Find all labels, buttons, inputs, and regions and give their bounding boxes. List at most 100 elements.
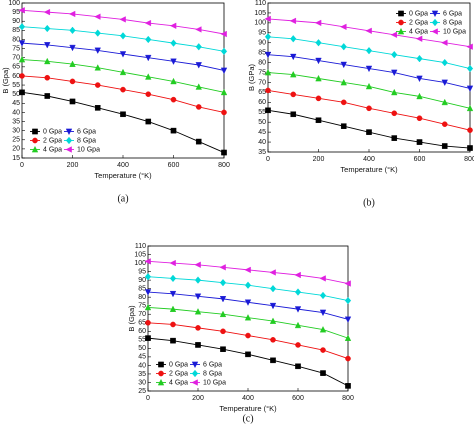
y-tick-label: 45	[258, 129, 266, 136]
y-tick-label: 45	[138, 354, 146, 361]
data-point	[315, 57, 322, 65]
data-point	[441, 121, 448, 127]
data-point	[94, 47, 101, 54]
x-tick-label: 600	[414, 156, 426, 163]
data-point	[94, 82, 101, 88]
data-point	[220, 67, 228, 75]
data-point	[219, 310, 227, 318]
legend-marker	[32, 128, 38, 135]
y-axis-title: B (GPa)	[247, 63, 256, 91]
x-tick-label: 400	[363, 156, 375, 163]
data-point	[265, 87, 271, 94]
data-point	[68, 10, 76, 18]
legend-marker	[398, 10, 404, 17]
data-point	[415, 35, 423, 42]
y-tick-label: 80	[138, 294, 146, 301]
legend-marker	[191, 379, 198, 386]
legend-marker	[397, 27, 405, 35]
legend-marker	[65, 146, 72, 153]
y-tick-label: 70	[138, 311, 146, 318]
data-point	[44, 74, 51, 81]
x-tick-label: 0	[20, 162, 24, 169]
data-point	[244, 299, 252, 306]
data-point	[69, 26, 76, 35]
y-tick-label: 40	[138, 362, 146, 369]
data-point	[195, 104, 202, 110]
data-point	[170, 337, 176, 344]
series-line	[267, 109, 471, 149]
series-line	[267, 72, 471, 109]
data-point	[120, 111, 126, 118]
data-point	[269, 317, 277, 324]
data-point	[219, 296, 227, 303]
data-point	[170, 321, 176, 328]
legend-label: 4 Gpa	[409, 28, 428, 35]
data-point	[441, 58, 448, 67]
y-tick-label: 45	[12, 100, 20, 107]
data-point	[94, 29, 101, 37]
data-point	[294, 271, 301, 279]
y-tick-label: 50	[12, 91, 20, 98]
data-point	[340, 23, 347, 31]
data-point	[365, 46, 373, 55]
data-point	[220, 30, 227, 38]
legend-marker	[431, 18, 439, 27]
y-tick-label: 35	[258, 149, 266, 156]
y-tick-label: 100	[134, 260, 146, 267]
y-axis-title: B (Gpa)	[1, 67, 10, 94]
legend-label: 2 Gpa	[169, 370, 188, 377]
data-point	[220, 328, 226, 335]
data-point	[220, 47, 228, 56]
y-tick-label: 75	[12, 45, 20, 52]
data-point	[441, 39, 448, 46]
data-point	[244, 266, 251, 274]
data-point	[290, 91, 297, 98]
data-point	[145, 91, 152, 97]
data-point	[145, 319, 151, 326]
data-point	[391, 69, 398, 77]
y-tick-label: 55	[258, 109, 266, 116]
data-point	[344, 280, 351, 287]
x-axis-title: Temperature (°K)	[340, 165, 398, 174]
data-point	[269, 284, 277, 293]
y-tick-label: 75	[258, 69, 266, 76]
legend-label: 2 Gpa	[43, 137, 62, 144]
y-tick-label: 65	[12, 64, 20, 71]
y-tick-label: 60	[12, 73, 20, 80]
legend-marker	[431, 28, 438, 35]
data-point	[320, 347, 326, 353]
data-point	[145, 73, 152, 80]
data-point	[340, 61, 347, 69]
legend-marker	[191, 369, 199, 378]
legend-marker	[398, 19, 404, 26]
data-point	[170, 127, 177, 134]
legend-label: 4 Gpa	[43, 146, 62, 153]
data-point	[467, 127, 473, 133]
data-point	[466, 43, 473, 50]
legend-marker	[431, 10, 439, 18]
data-point	[145, 335, 151, 341]
data-point	[145, 35, 152, 44]
data-point	[119, 68, 127, 76]
x-tick-label: 400	[117, 162, 129, 169]
series-line	[21, 9, 225, 35]
data-point	[315, 74, 322, 82]
y-tick-label: 55	[12, 82, 20, 89]
legend-marker	[191, 361, 199, 369]
y-tick-label: 25	[138, 388, 146, 395]
y-tick-label: 85	[138, 285, 146, 292]
data-point	[195, 325, 201, 331]
data-point	[169, 290, 177, 298]
caption: (a)	[117, 193, 128, 204]
data-point	[19, 89, 25, 96]
legend-label: 8 Gpa	[77, 137, 96, 144]
legend-label: 8 Gpa	[203, 370, 222, 377]
data-point	[290, 35, 297, 43]
data-point	[365, 27, 372, 34]
y-tick-label: 60	[138, 328, 146, 335]
data-point	[221, 109, 227, 116]
data-point	[119, 51, 127, 58]
legend-label: 0 Gpa	[169, 361, 188, 368]
data-point	[119, 16, 126, 23]
